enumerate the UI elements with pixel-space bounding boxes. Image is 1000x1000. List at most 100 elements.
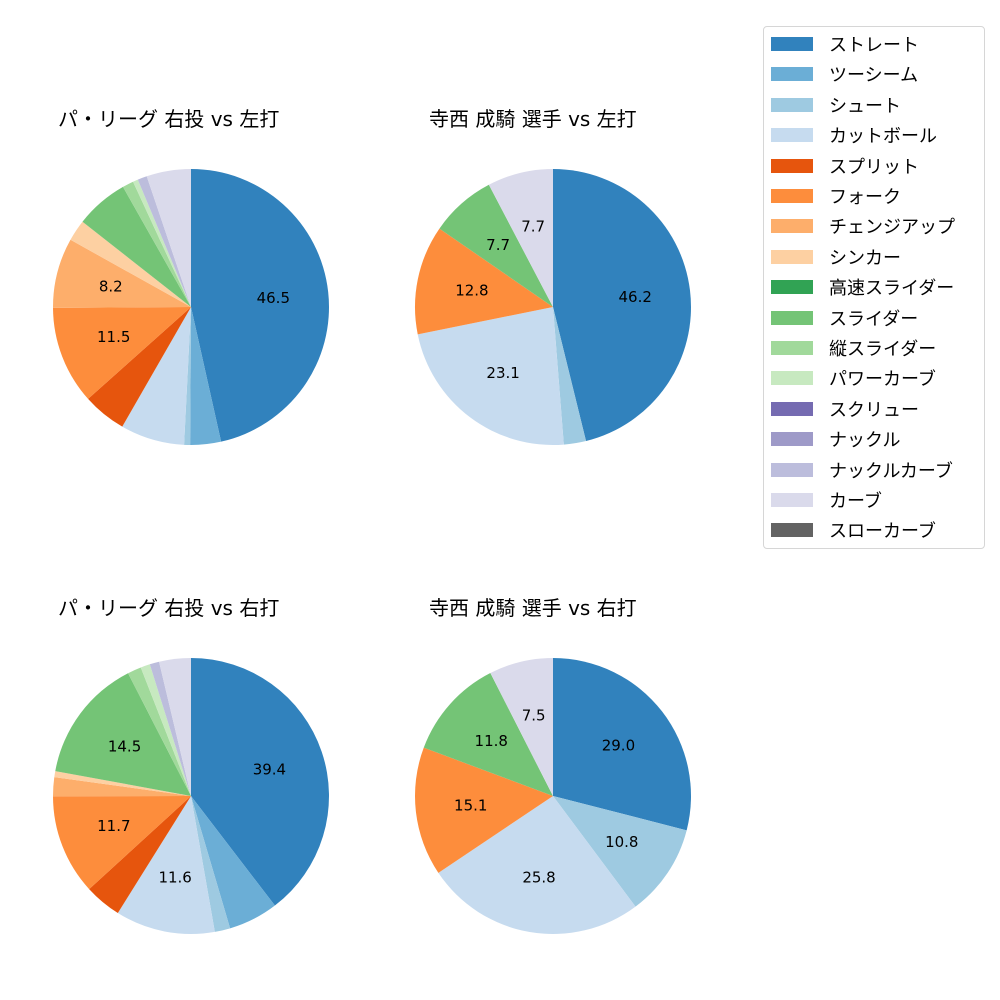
legend-label: 高速スライダー [829, 278, 955, 300]
legend-item: カーブ [771, 490, 882, 512]
legend-item: パワーカーブ [771, 368, 936, 390]
slice-label: 15.1 [454, 797, 487, 815]
pie-slice [490, 658, 553, 796]
pie-slice [423, 673, 553, 796]
chart-title-league-vs-right: パ・リーグ 右投 vs 右打 [58, 596, 280, 620]
pie-slice [53, 239, 191, 308]
pie-slice [488, 169, 553, 307]
legend-swatch [771, 128, 813, 143]
legend-swatch [771, 310, 813, 325]
slice-label: 14.5 [108, 738, 141, 756]
legend-item: チェンジアップ [771, 216, 955, 239]
pie-slice [117, 796, 215, 934]
legend-item: 高速スライダー [771, 277, 955, 300]
pie-slice [140, 664, 191, 796]
pie-slice [82, 186, 191, 307]
pie-slice [191, 658, 329, 906]
pie-slice [415, 228, 553, 335]
pie-chart-player-vs-right: 29.0 10.8 25.8 15.1 11.8 7.5 [415, 658, 691, 934]
legend-swatch [771, 97, 813, 112]
legend-item: スクリュー [771, 399, 919, 421]
pie-slice [53, 307, 192, 399]
pie-slice [149, 661, 191, 796]
legend-label: カーブ [829, 491, 882, 512]
legend-label: チェンジアップ [829, 217, 955, 239]
legend-swatch [771, 523, 813, 538]
legend-swatch [771, 341, 813, 355]
slice-label: 10.8 [605, 833, 638, 851]
pie-slice [190, 307, 222, 445]
slice-label: 7.7 [486, 236, 510, 254]
slice-label: 12.8 [455, 281, 488, 299]
legend-label: スクリュー [829, 399, 919, 421]
legend-swatch [771, 189, 813, 203]
chart-title-player-vs-right: 寺西 成騎 選手 vs 右打 [429, 596, 637, 620]
slice-label: 11.7 [97, 817, 130, 835]
legend-label: スローカーブ [829, 521, 936, 543]
pie-slice [54, 771, 192, 796]
pie-slice [89, 796, 191, 914]
legend-label: ストレート [829, 35, 919, 56]
legend-item: シンカー [771, 247, 901, 269]
pie-slice [438, 796, 636, 934]
slice-label: 46.5 [257, 289, 290, 307]
legend-item: 縦スライダー [771, 338, 937, 360]
legend-swatch [771, 249, 813, 264]
pie-slice [191, 796, 275, 929]
slice-label: 29.0 [602, 736, 635, 754]
legend-swatch [771, 219, 813, 234]
pie-slice [123, 181, 191, 307]
pie-slice [53, 796, 192, 890]
legend-item: カットボール [771, 125, 937, 148]
pie-slice [55, 673, 192, 796]
legend-swatch [771, 67, 813, 82]
legend-item: スライダー [771, 308, 919, 330]
legend-swatch [771, 401, 813, 416]
slice-label: 25.8 [522, 869, 555, 887]
pie-slice [128, 667, 191, 796]
pie-slice [88, 307, 191, 427]
legend-swatch [771, 280, 813, 295]
slice-label: 7.7 [521, 218, 545, 236]
legend-swatch [771, 462, 813, 477]
pie-slice [191, 796, 231, 932]
legend-item: スプリット [771, 156, 919, 178]
legend-label: スプリット [829, 156, 919, 178]
pie-slice [439, 184, 553, 307]
pie-slice [417, 307, 564, 445]
legend-label: スライダー [829, 308, 919, 330]
slice-label: 7.5 [522, 706, 546, 724]
slice-label: 11.8 [475, 732, 508, 750]
slice-label: 8.2 [99, 277, 123, 295]
slice-label: 39.4 [253, 760, 286, 778]
legend-swatch [771, 37, 813, 51]
pie-slice [146, 169, 191, 307]
pie-slice [415, 747, 553, 873]
legend-swatch [771, 493, 813, 507]
chart-title-league-vs-left: パ・リーグ 右投 vs 左打 [58, 107, 280, 131]
pie-slice [553, 658, 691, 831]
slice-label: 23.1 [486, 364, 519, 382]
legend-label: 縦スライダー [829, 339, 937, 360]
pie-slice [137, 176, 191, 307]
legend-item: ナックル [771, 429, 900, 451]
legend-label: フォーク [829, 187, 901, 208]
pie-slice [53, 777, 191, 797]
legend-swatch [771, 371, 813, 386]
legend-swatch [771, 432, 813, 447]
chart-title-player-vs-left: 寺西 成騎 選手 vs 左打 [429, 107, 637, 131]
legend-item: シュート [771, 95, 901, 117]
pie-slice [184, 307, 191, 445]
pie-chart-player-vs-left: 46.2 23.1 12.8 7.7 7.7 [415, 169, 691, 445]
slice-label: 11.5 [97, 328, 130, 346]
slice-label: 46.2 [618, 288, 651, 306]
pie-chart-league-vs-right: 39.4 11.6 11.7 14.5 [53, 658, 329, 934]
legend-label: カットボール [829, 126, 937, 148]
slice-label: 11.6 [158, 868, 191, 886]
legend-label: シュート [829, 95, 901, 117]
pie-slice [553, 307, 587, 445]
pie-slice [191, 169, 330, 442]
pie-slice [133, 179, 191, 307]
pie-chart-league-vs-left: 46.5 11.5 8.2 [53, 169, 330, 445]
legend: ストレート ツーシーム シュート カットボール スプリット フォーク チェンジア… [763, 26, 985, 549]
